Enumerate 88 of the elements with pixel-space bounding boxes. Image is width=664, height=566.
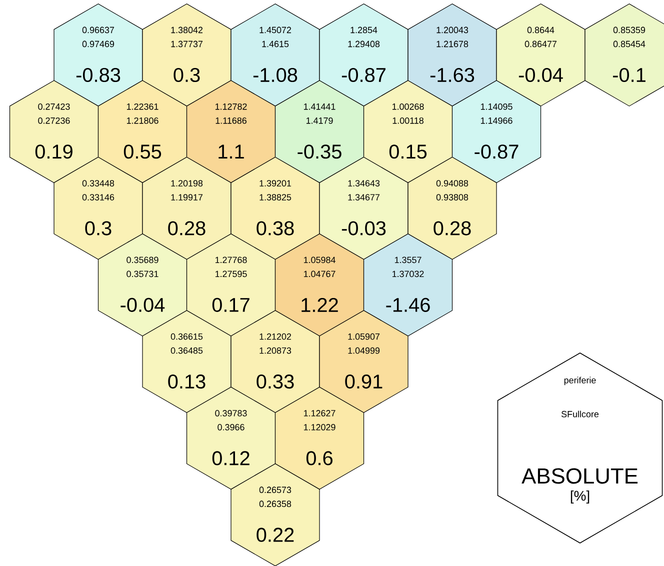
- text: 1.34677: [348, 194, 380, 200]
- data-label: 0.91: [345, 374, 382, 389]
- text: 1.29408: [348, 40, 380, 48]
- data-label: 0.15: [389, 144, 427, 159]
- text: 1.3557: [394, 256, 422, 264]
- text: 0.39783: [215, 410, 247, 416]
- text: 1.00268: [392, 103, 424, 110]
- text: 1.38042: [171, 26, 203, 34]
- text: 0.36485: [170, 347, 203, 354]
- text: [%]: [570, 490, 590, 504]
- text: 1.39201: [260, 180, 292, 186]
- text: 0.35689: [126, 256, 158, 264]
- data-label: 0.28: [434, 221, 471, 236]
- text: 1.22361: [126, 103, 158, 110]
- data-label: 1.1: [218, 144, 244, 158]
- text: 1.21678: [436, 40, 468, 48]
- text: periferie: [564, 376, 596, 386]
- text: 0.26573: [259, 486, 292, 494]
- text: 1.11686: [216, 117, 246, 124]
- data-label: 0.19: [35, 144, 72, 159]
- text: 0.27423: [38, 103, 70, 110]
- text: SFullcore: [561, 410, 599, 418]
- data-label: 0.3: [85, 221, 112, 236]
- text: 0.85454: [613, 40, 646, 48]
- text: 1.00118: [392, 117, 424, 124]
- text: 1.37737: [171, 40, 203, 48]
- text: 1.12782: [215, 103, 247, 110]
- text: 1.20873: [260, 347, 292, 354]
- text: 1.14095: [480, 103, 512, 110]
- text: 0.93808: [436, 194, 468, 200]
- text: 0.3966: [218, 424, 244, 430]
- data-label: 0.6: [306, 451, 332, 466]
- text: 1.34643: [348, 180, 380, 186]
- text: ABSOLUTE: [522, 468, 638, 484]
- text: 1.27768: [215, 256, 247, 264]
- data-label: -0.03: [342, 221, 386, 236]
- text: 0.86477: [524, 40, 557, 48]
- data-label: -0.87: [474, 144, 518, 159]
- data-label: 0.55: [124, 144, 162, 159]
- data-label: -0.04: [518, 68, 563, 82]
- text: 1.20198: [171, 180, 203, 186]
- data-label: -1.08: [253, 68, 298, 82]
- text: 1.38825: [260, 194, 292, 200]
- text: 0.35731: [126, 270, 158, 278]
- text: 1.14966: [480, 117, 512, 124]
- data-label: -0.35: [298, 144, 342, 159]
- data-label: 0.3: [174, 68, 200, 82]
- text: 1.21202: [260, 333, 292, 340]
- data-label: 0.22: [256, 528, 294, 542]
- text: 1.19917: [171, 194, 203, 200]
- text: 1.37032: [392, 270, 424, 278]
- text: 1.45072: [260, 26, 292, 34]
- text: 1.4615: [262, 40, 289, 48]
- text: 0.94088: [436, 180, 468, 186]
- data-label: -0.87: [342, 68, 386, 82]
- data-label: 0.38: [256, 221, 294, 236]
- text: 1.05984: [304, 256, 336, 264]
- text: 1.4179: [306, 117, 333, 124]
- data-label: -1.63: [430, 68, 474, 82]
- text: 0.27236: [38, 117, 70, 124]
- text: 0.97469: [82, 40, 114, 48]
- text: 1.12627: [304, 410, 336, 416]
- text: 0.26358: [259, 500, 292, 508]
- text: 1.04767: [304, 270, 336, 278]
- text: 1.04999: [348, 347, 380, 354]
- data-label: -0.83: [76, 68, 120, 82]
- data-label: -1.46: [386, 298, 430, 312]
- text: 1.2854: [350, 26, 378, 34]
- text: 1.21806: [126, 117, 158, 124]
- text: 0.33448: [82, 180, 114, 186]
- data-label: 0.33: [256, 374, 294, 389]
- text: 0.85359: [613, 26, 646, 34]
- data-label: 0.12: [212, 451, 250, 466]
- data-label: -0.1: [612, 68, 646, 82]
- text: 1.41441: [304, 104, 336, 110]
- data-label: 0.17: [212, 298, 250, 312]
- data-label: 1.22: [302, 298, 338, 312]
- data-label: 0.13: [168, 374, 206, 389]
- text: 0.8644: [527, 26, 554, 34]
- text: 1.27595: [215, 270, 247, 278]
- data-label: -0.04: [120, 298, 165, 312]
- text: 0.36615: [170, 333, 203, 340]
- text: 0.96637: [82, 26, 114, 34]
- text: 1.20043: [436, 26, 468, 34]
- text: 1.12029: [304, 424, 336, 430]
- text: 1.05907: [348, 333, 380, 340]
- text: 0.33146: [82, 194, 114, 200]
- data-label: 0.28: [168, 221, 206, 236]
